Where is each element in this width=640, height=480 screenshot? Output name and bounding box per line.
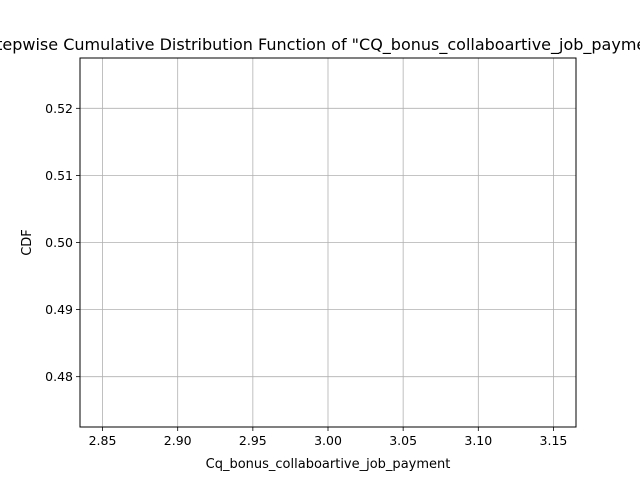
x-tick-label: 2.90 bbox=[164, 433, 192, 448]
y-tick-label: 0.51 bbox=[45, 168, 73, 183]
grid-lines bbox=[80, 58, 576, 427]
y-tick-label: 0.52 bbox=[45, 101, 73, 116]
y-tick-label: 0.48 bbox=[45, 369, 73, 384]
y-axis-label: CDF bbox=[20, 229, 35, 256]
y-tick-label: 0.49 bbox=[45, 302, 73, 317]
y-tick-label: 0.50 bbox=[45, 235, 73, 250]
x-tick-label: 2.85 bbox=[89, 433, 117, 448]
x-tick-label: 3.10 bbox=[464, 433, 492, 448]
x-tick-label: 3.00 bbox=[314, 433, 342, 448]
x-tick-label: 2.95 bbox=[239, 433, 267, 448]
chart-title: Stepwise Cumulative Distribution Functio… bbox=[0, 35, 640, 55]
x-tick-label: 3.05 bbox=[389, 433, 417, 448]
x-tick-label: 3.15 bbox=[540, 433, 568, 448]
axis-ticks: 2.85 2.90 2.95 3.00 3.05 3.10 3.15 0.48 0.49 0.50… bbox=[45, 101, 567, 448]
x-axis-label: Cq_bonus_collaboartive_job_payment bbox=[206, 457, 451, 472]
